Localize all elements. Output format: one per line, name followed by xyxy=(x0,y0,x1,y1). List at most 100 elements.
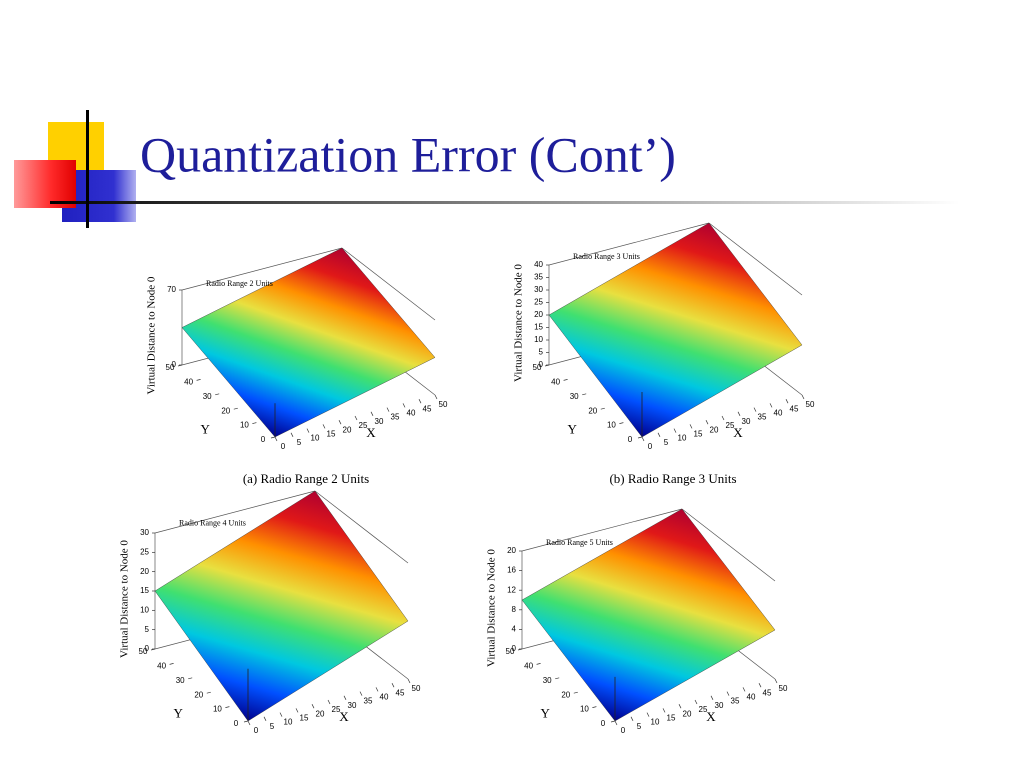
x-tick-label: 30 xyxy=(348,701,357,710)
surface xyxy=(521,508,776,722)
x-tick xyxy=(370,411,374,416)
z-tick-label: 8 xyxy=(512,605,517,614)
x-tick xyxy=(742,687,746,692)
z-tick-label: 16 xyxy=(507,566,516,575)
y-tick xyxy=(215,393,220,396)
y-tick xyxy=(573,691,578,694)
x-tick-label: 45 xyxy=(423,404,432,413)
y-tick-label: 0 xyxy=(628,435,633,444)
z-tick-label: 10 xyxy=(534,335,543,344)
y-tick-label: 20 xyxy=(561,690,570,699)
x-tick-label: 35 xyxy=(758,413,767,422)
y-tick xyxy=(637,436,643,439)
z-tick-label: 0 xyxy=(172,360,177,369)
y-tick-label: 0 xyxy=(601,719,606,728)
y-tick-label: 20 xyxy=(588,406,597,415)
x-tick xyxy=(386,407,390,412)
y-tick xyxy=(206,691,211,694)
box-edge xyxy=(681,508,776,582)
x-tick xyxy=(737,411,741,416)
y-tick-label: 30 xyxy=(543,676,552,685)
x-tick-label: 30 xyxy=(742,417,751,426)
plot-title: Radio Range 3 Units xyxy=(573,252,640,261)
x-tick-label: 0 xyxy=(281,442,286,451)
y-tick-label: 10 xyxy=(607,421,616,430)
y-tick-label: 30 xyxy=(176,676,185,685)
z-tick-label: 0 xyxy=(145,644,150,653)
x-tick xyxy=(710,695,714,700)
x-tick xyxy=(673,428,677,433)
x-tick-label: 10 xyxy=(651,718,660,727)
plot-title: Radio Range 5 Units xyxy=(546,538,613,547)
z-axis-label: Virtual Distance to Node 0 xyxy=(486,549,498,667)
y-tick-label: 30 xyxy=(570,392,579,401)
x-tick-label: 20 xyxy=(343,425,352,434)
x-tick-label: 25 xyxy=(359,421,368,430)
slide-title: Quantization Error (Cont’) xyxy=(140,126,676,182)
x-tick xyxy=(646,712,650,717)
x-tick xyxy=(721,415,725,421)
z-tick-label: 10 xyxy=(140,605,149,614)
z-tick-label: 30 xyxy=(140,528,149,537)
y-tick xyxy=(196,379,201,381)
x-tick-label: 0 xyxy=(621,726,626,735)
x-axis-label: X xyxy=(339,709,349,724)
x-tick xyxy=(407,678,411,684)
x-tick-label: 45 xyxy=(763,688,772,697)
x-tick-label: 10 xyxy=(678,434,687,443)
box-edge xyxy=(181,247,343,291)
x-tick xyxy=(753,407,757,412)
x-axis-label: X xyxy=(366,425,376,440)
x-tick xyxy=(327,699,331,705)
x-tick-label: 20 xyxy=(316,709,325,718)
z-tick-label: 30 xyxy=(534,285,543,294)
x-tick-label: 45 xyxy=(396,688,405,697)
x-tick xyxy=(694,699,698,705)
z-tick-label: 70 xyxy=(167,285,176,294)
x-tick-label: 50 xyxy=(412,684,421,693)
x-tick xyxy=(630,716,634,721)
x-tick-label: 40 xyxy=(407,409,416,418)
x-tick xyxy=(391,683,395,688)
x-tick-label: 5 xyxy=(637,722,642,731)
x-tick xyxy=(263,716,267,721)
plot-title: Radio Range 4 Units xyxy=(179,519,246,528)
x-tick-label: 10 xyxy=(284,718,293,727)
x-tick xyxy=(295,708,299,713)
x-tick xyxy=(758,683,762,688)
z-axis-label: Virtual Distance to Node 0 xyxy=(146,276,158,394)
x-tick xyxy=(290,432,294,437)
z-tick-label: 0 xyxy=(539,360,544,369)
x-tick xyxy=(306,428,310,433)
x-tick xyxy=(418,399,422,404)
y-tick xyxy=(582,393,587,396)
surface xyxy=(154,490,409,722)
y-tick-label: 50 xyxy=(139,647,148,656)
x-tick-label: 0 xyxy=(648,442,653,451)
y-axis-label: Y xyxy=(540,706,550,721)
x-tick xyxy=(354,415,358,421)
x-tick xyxy=(343,695,347,700)
y-tick-label: 50 xyxy=(533,363,542,372)
x-tick xyxy=(801,394,805,400)
x-tick-label: 25 xyxy=(699,705,708,714)
x-tick xyxy=(726,691,730,696)
z-tick-label: 15 xyxy=(140,586,149,595)
decoration xyxy=(14,110,960,228)
z-tick-label: 5 xyxy=(145,625,150,634)
x-tick-label: 40 xyxy=(747,693,756,702)
y-tick xyxy=(610,720,616,723)
z-tick-label: 20 xyxy=(140,567,149,576)
y-tick-label: 0 xyxy=(234,719,239,728)
y-tick-label: 40 xyxy=(184,378,193,387)
y-tick xyxy=(188,677,193,680)
box-edge xyxy=(314,490,409,564)
x-tick-label: 20 xyxy=(683,709,692,718)
x-tick xyxy=(402,403,406,408)
x-axis-label: X xyxy=(706,709,716,724)
x-tick-label: 50 xyxy=(779,684,788,693)
x-tick-label: 15 xyxy=(694,430,703,439)
x-tick-label: 15 xyxy=(667,714,676,723)
x-tick-label: 5 xyxy=(664,438,669,447)
x-tick-label: 40 xyxy=(774,409,783,418)
